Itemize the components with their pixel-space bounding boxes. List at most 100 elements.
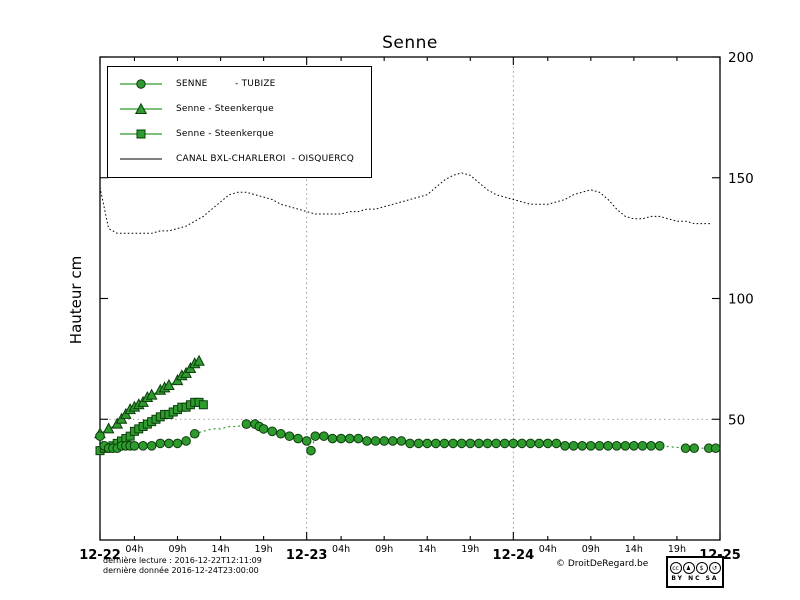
data-point-marker: [431, 438, 441, 449]
data-point-marker: [138, 441, 148, 451]
x-tick-label-hour: 19h: [255, 544, 273, 555]
data-point-marker: [646, 441, 656, 451]
data-point-marker: [276, 428, 286, 439]
x-tick-label-hour: 04h: [125, 544, 143, 555]
data-point-marker: [241, 419, 252, 429]
chart-title: Senne: [382, 33, 438, 53]
data-point-marker: [146, 441, 157, 451]
data-point-marker: [448, 438, 458, 449]
data-point-marker: [534, 438, 544, 449]
data-point-marker: [344, 433, 355, 444]
data-point-marker: [499, 438, 510, 449]
data-point-marker: [482, 438, 493, 449]
data-point-marker: [370, 436, 381, 446]
data-point-marker: [379, 436, 389, 446]
data-point-marker: [637, 441, 648, 451]
data-point-marker: [517, 438, 527, 449]
data-point-marker: [551, 438, 562, 449]
y-tick-label: 150: [728, 171, 754, 187]
data-point-marker: [396, 436, 407, 446]
data-point-marker: [155, 438, 166, 449]
square-marker-icon: [120, 129, 162, 139]
x-tick-label-hour: 09h: [168, 544, 186, 555]
data-point-marker: [163, 378, 175, 390]
legend-item-steenkerque-2: Senne - Steenkerque: [118, 127, 371, 141]
cc-license-text: BY NC SA: [671, 575, 719, 582]
data-point-marker: [620, 441, 631, 451]
data-point-marker: [568, 441, 579, 451]
last-data-text: dernière donnée 2016-12-24T23:00:00: [103, 566, 259, 575]
data-point-marker: [319, 431, 329, 441]
data-point-marker: [405, 438, 415, 449]
data-point-marker: [577, 441, 588, 451]
data-point-marker: [413, 438, 424, 449]
data-point-marker: [456, 438, 467, 449]
data-point-marker: [327, 433, 338, 444]
triangle-marker-icon: [120, 103, 162, 114]
data-point-marker: [654, 441, 665, 451]
data-point-marker: [95, 431, 105, 441]
data-point-marker: [629, 441, 639, 451]
data-point-marker: [172, 438, 183, 449]
data-point-marker: [353, 433, 364, 444]
series-line: [99, 172, 712, 234]
cc-icon: cc: [669, 562, 682, 574]
data-point-marker: [310, 431, 321, 441]
x-tick-label-hour: 09h: [375, 544, 393, 555]
x-tick-label-hour: 04h: [332, 544, 350, 555]
data-point-marker: [198, 400, 208, 410]
data-point-marker: [491, 438, 501, 449]
data-point-marker: [102, 422, 115, 434]
data-point-marker: [689, 443, 699, 454]
sa-icon: ↺: [708, 562, 721, 574]
data-point-marker: [542, 438, 553, 449]
cc-license-badge[interactable]: cc ♟ $ ↺ BY NC SA: [666, 556, 724, 588]
x-tick-label-hour: 14h: [212, 544, 230, 555]
x-tick-label-hour: 04h: [539, 544, 557, 555]
data-point-marker: [258, 424, 269, 434]
circle-marker-icon: [120, 79, 162, 89]
data-point-marker: [336, 433, 346, 444]
legend-item-steenkerque-1: Senne - Steenkerque: [118, 102, 371, 116]
data-point-marker: [164, 438, 174, 449]
x-tick-label-hour: 19h: [668, 544, 686, 555]
data-point-marker: [508, 438, 519, 449]
legend-label: Senne - Steenkerque: [176, 104, 274, 114]
data-point-marker: [474, 438, 484, 449]
legend: SENNE - TUBIZE Senne - Steenkerque Senne…: [107, 66, 372, 178]
data-point-marker: [680, 443, 691, 454]
data-point-marker: [129, 441, 140, 451]
y-tick-label: 50: [728, 412, 745, 428]
data-point-marker: [439, 438, 450, 449]
x-tick-label-hour: 19h: [461, 544, 479, 555]
x-tick-label-hour: 14h: [418, 544, 436, 555]
legend-label: CANAL BXL-CHARLEROI - OISQUERCQ: [176, 154, 355, 164]
x-tick-label-hour: 14h: [625, 544, 643, 555]
data-point-marker: [603, 441, 613, 451]
last-reading-text: dernière lecture : 2016-12-22T12:11:09: [103, 556, 262, 565]
x-tick-label-day: 12-22: [79, 548, 121, 563]
x-tick-label-day: 12-24: [493, 548, 535, 563]
legend-label: Senne - Steenkerque: [176, 129, 274, 139]
data-point-marker: [362, 436, 372, 446]
data-point-marker: [284, 431, 295, 441]
data-point-marker: [611, 441, 622, 451]
y-tick-label: 200: [728, 50, 754, 66]
data-point-marker: [586, 441, 596, 451]
y-tick-label: 100: [728, 292, 754, 308]
x-tick-label-day: 12-23: [286, 548, 328, 563]
line-sample-icon: [120, 158, 162, 160]
data-point-marker: [306, 445, 316, 456]
data-point-marker: [594, 441, 605, 451]
data-point-marker: [145, 388, 158, 400]
nc-icon: $: [695, 562, 708, 574]
data-point-marker: [267, 426, 278, 437]
data-point-marker: [189, 428, 200, 439]
legend-label: SENNE - TUBIZE: [176, 79, 276, 89]
data-point-marker: [181, 436, 191, 446]
data-point-marker: [301, 436, 312, 446]
copyright-text: © DroitDeRegard.be: [556, 559, 649, 569]
by-icon: ♟: [682, 562, 695, 574]
